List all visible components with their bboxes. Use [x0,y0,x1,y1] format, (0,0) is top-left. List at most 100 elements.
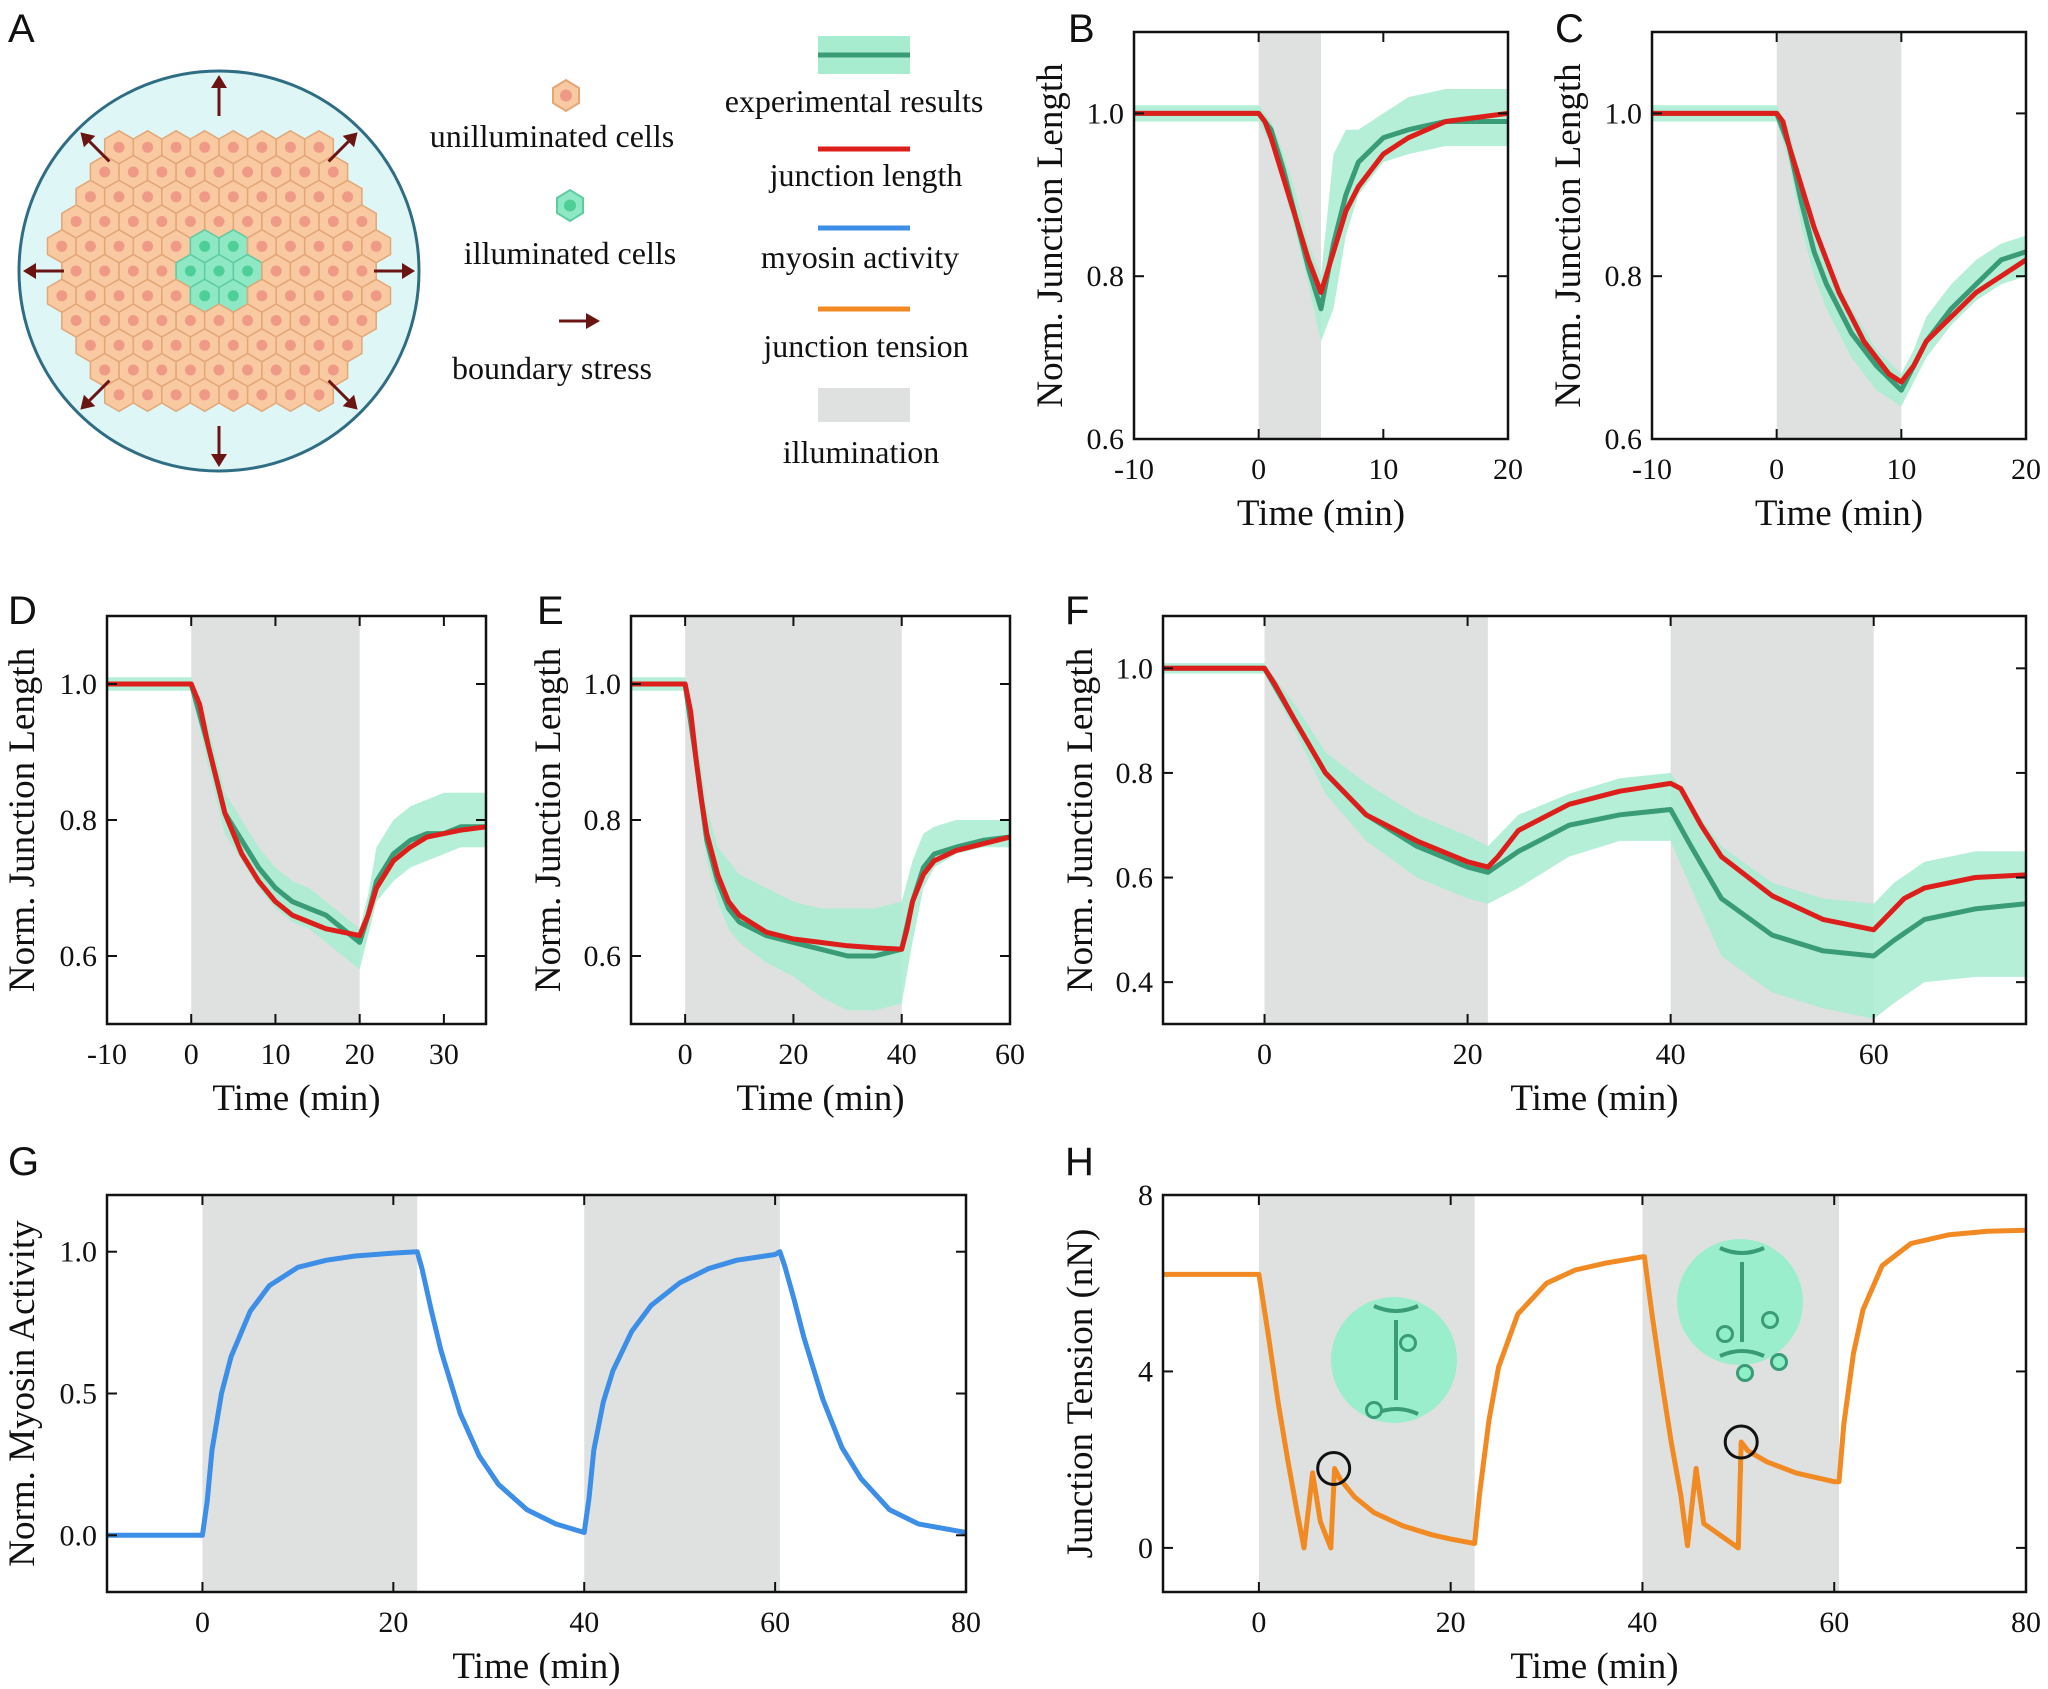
stress-arrow-shaft [327,379,350,402]
panel-letter-a: A [8,7,35,51]
y-tick-label: 0.6 [1605,423,1643,456]
plot-area [1163,1227,2026,1551]
legend-boundary-stress: boundary stress [452,313,652,386]
junction-length-line [1652,110,2026,385]
cell-nucleus [342,240,354,252]
cell-nucleus [313,290,325,302]
axes-frame [1650,30,2028,441]
x-tick-label: 80 [951,1606,981,1639]
panel-letter-d: D [8,589,37,633]
cell-nucleus [142,191,154,203]
x-tick-label: 0 [678,1038,693,1071]
y-tick-label: 0 [1138,1532,1153,1565]
x-tick-label: -10 [1632,453,1672,486]
cell-nucleus [170,339,182,351]
stress-arrow-head [211,454,227,467]
cell-nucleus [84,191,96,203]
x-tick-label: 10 [1368,453,1398,486]
cell-nucleus [127,216,139,227]
stress-arrow [327,132,358,163]
cell-nucleus [213,315,225,326]
y-axis-label: Norm. Myosin Activity [2,1220,43,1567]
x-tick-label: 20 [1436,1606,1466,1639]
cell-nucleus-icon [564,199,576,212]
y-tick-label: 0.0 [60,1519,98,1552]
cell-nucleus [242,364,254,376]
cell-nucleus [256,339,268,351]
boundary-stress-arrows [23,75,415,467]
x-axis-label: Time (min) [736,1078,904,1119]
panel-h: H 0 20 40 60 80 0 4 8 Time (min) Junction Tension… [1060,1140,2041,1687]
x-tick-label: 0 [1257,1038,1272,1071]
cell-nucleus [127,265,139,277]
axes-frame [1132,30,1510,441]
y-tick-label: 0.8 [1605,260,1643,293]
cell-nucleus [299,364,311,376]
y-axis-label: Junction Tension (nN) [1060,1229,1101,1559]
cell-nucleus [170,141,182,153]
panel-b: B -10 0 10 20 0.6 0.8 1.0 Time (min) Norm. Junct… [1030,7,1523,534]
axes-frame [1161,614,2028,1026]
plot-area [107,1249,966,1538]
stress-arrow-head [80,132,96,148]
cell-nucleus [213,265,225,277]
stress-arrow [23,263,64,279]
illumination-period [202,1195,418,1592]
x-tick-label: 60 [1819,1606,1849,1639]
stress-arrow [80,379,111,410]
stress-arrow-shaft [88,140,111,163]
junction-length-line [107,681,486,939]
cell-nucleus [256,240,268,252]
junction-vertex-icon [1719,1349,1765,1358]
stress-arrow-head [23,263,36,279]
cell-nucleus [356,315,368,326]
cell-nucleus [356,216,368,227]
boundary-stress-label: boundary stress [452,350,652,386]
panel-letter-f: F [1065,589,1089,633]
y-tick-label: 0.4 [1116,966,1154,999]
cell-nucleus [156,364,168,376]
legend-length-label: junction length [769,157,963,193]
junction-tension-line [1163,1227,2026,1551]
panel-g: G 0 20 40 60 80 0.0 0.5 1.0 Time (min) Norm. Myos… [2,1140,981,1687]
cell-nucleus [270,166,282,178]
cell-nucleus [256,191,268,203]
panel-letter-e: E [537,589,564,633]
cell-nucleus [127,166,139,178]
chart-b: -10 0 10 20 0.6 0.8 1.0 Time (min) Norm. Junctio… [1030,30,1523,534]
y-axis-label: Norm. Junction Length [528,647,569,992]
cell-nucleus [113,191,125,203]
cell-nucleus [99,364,111,376]
cell-nucleus [199,191,211,203]
y-tick-label: 0.6 [584,940,622,973]
panel-letter-b: B [1068,7,1095,51]
y-tick-label: 0.6 [60,940,98,973]
y-tick-label: 1.0 [1605,97,1643,130]
cell-nucleus [342,191,354,203]
cell-grid [46,129,392,413]
cell-nucleus [327,364,339,376]
myosin-cluster-icon [1365,1401,1383,1419]
legend-tension-label: junction tension [762,328,968,364]
cell-nucleus [184,166,196,178]
x-axis-label: Time (min) [1755,493,1923,534]
cell-nucleus [142,141,154,153]
junction-inset [1331,1297,1457,1423]
y-tick-label: 1.0 [1116,652,1154,685]
x-tick-label: 20 [1453,1038,1483,1071]
cell-nucleus [270,265,282,277]
x-tick-label: 20 [345,1038,375,1071]
cell-nucleus [242,315,254,326]
cell-nucleus [213,364,225,376]
legend-illumination-label: illumination [783,434,939,470]
y-axis-label: Norm. Junction Length [1060,647,1101,992]
illumination-period [191,616,360,1024]
cell-nucleus [299,315,311,326]
cell-nucleus [70,265,82,277]
plot-area [1134,89,1508,342]
cell-nucleus [313,191,325,203]
illumination-period [584,1195,780,1592]
legend-unilluminated-cell: unilluminated cells [430,78,674,154]
y-tick-label: 0.5 [60,1378,98,1411]
x-tick-label: 60 [1859,1038,1889,1071]
